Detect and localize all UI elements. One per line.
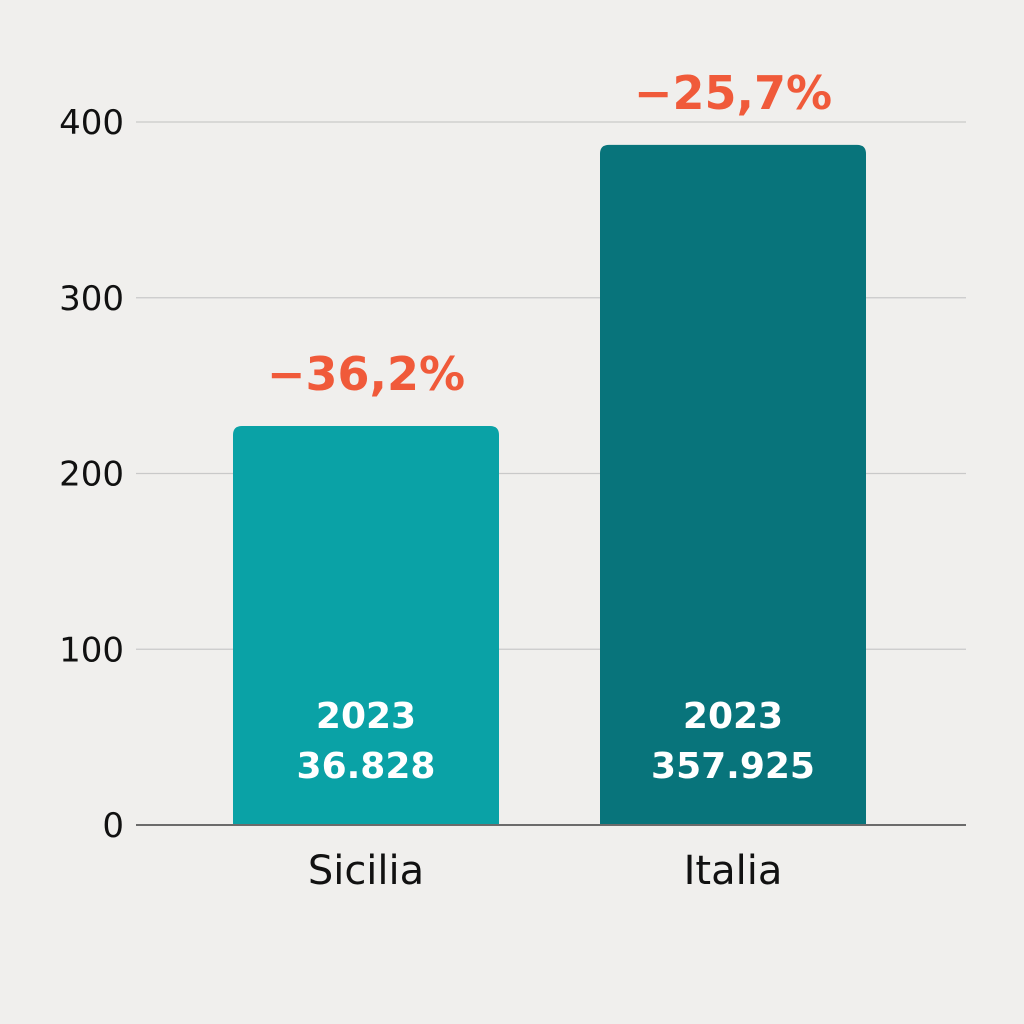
y-axis-ticks: 0 100 200 300 400	[59, 103, 124, 846]
bar-italia	[600, 144, 866, 825]
bar-year-label: 2023	[316, 696, 416, 737]
y-tick-label: 400	[59, 103, 124, 143]
bar-labels: −36,2% 2023 36.828 −25,7% 2023 357.925	[267, 66, 832, 787]
y-tick-label: 300	[59, 279, 124, 319]
y-tick-label: 200	[59, 455, 124, 495]
change-label: −25,7%	[634, 66, 832, 120]
x-axis-categories: Sicilia Italia	[308, 848, 783, 894]
x-category-label: Italia	[684, 848, 783, 894]
y-tick-label: 100	[59, 630, 124, 670]
y-tick-label: 0	[102, 806, 124, 846]
change-label: −36,2%	[267, 347, 465, 401]
bar-year-label: 2023	[683, 696, 783, 737]
bars	[233, 144, 866, 825]
bar-sicilia	[233, 426, 499, 825]
x-category-label: Sicilia	[308, 848, 424, 894]
bar-value-label: 36.828	[297, 746, 436, 787]
bar-value-label: 357.925	[651, 746, 815, 787]
